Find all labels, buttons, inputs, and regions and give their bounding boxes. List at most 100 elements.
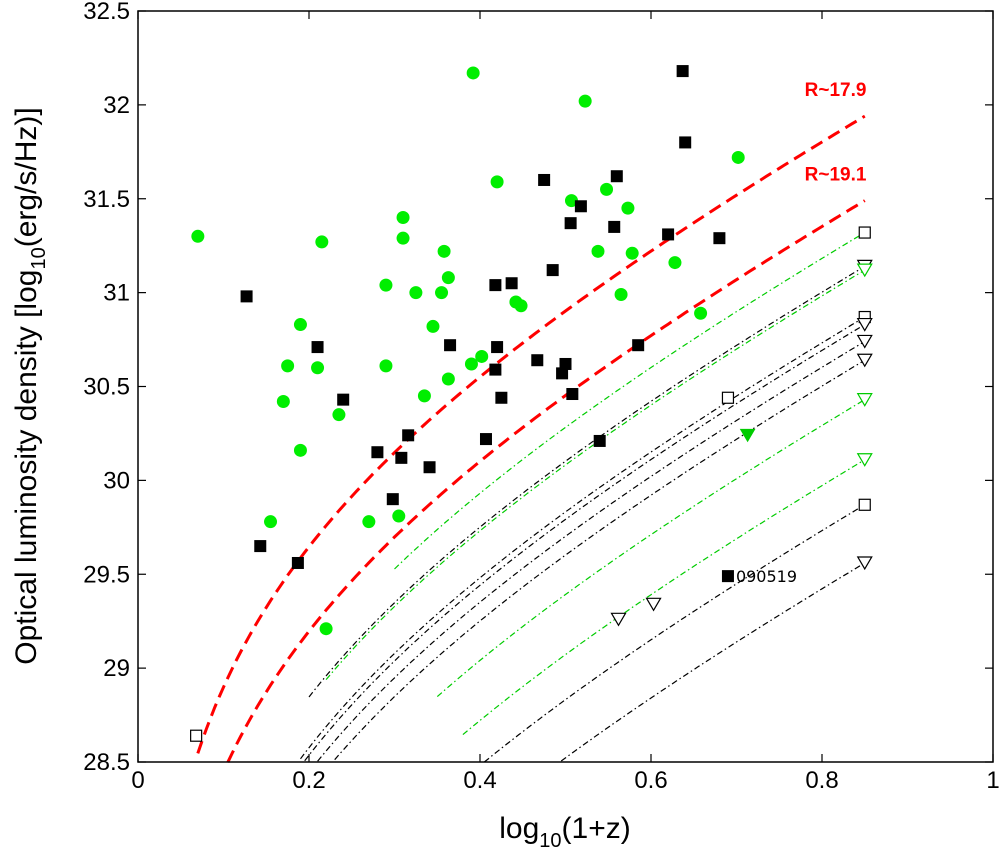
black-square-point <box>444 339 457 352</box>
black-square-point <box>402 429 415 442</box>
x-ticks: 0 0.2 0.4 0.6 0.8 1 <box>131 11 1000 794</box>
black-square-point <box>291 556 304 569</box>
green-point <box>311 361 325 375</box>
x-axis-label-pre: log <box>499 812 539 845</box>
black-square-point <box>371 446 384 459</box>
y-tick-label: 32 <box>103 92 130 119</box>
black-square-point <box>632 339 645 352</box>
black-square-point <box>489 363 502 376</box>
green-point <box>379 359 393 373</box>
limit-curve <box>300 316 866 760</box>
black-square-point <box>254 540 267 553</box>
green-point <box>694 306 708 320</box>
green-point <box>578 94 592 108</box>
black-square-point <box>531 354 544 367</box>
limit-end-square <box>858 226 871 239</box>
green-point <box>614 288 628 302</box>
open-square-point <box>721 391 735 404</box>
black-square-point <box>538 173 551 186</box>
green-point <box>276 395 290 409</box>
limit-end-triangle <box>856 556 873 571</box>
green-point <box>625 246 639 260</box>
limit-curve <box>334 359 866 761</box>
green-point <box>281 359 295 373</box>
open-triangle-point <box>610 612 627 627</box>
limit-curve <box>304 323 866 762</box>
black-square-point <box>556 367 569 380</box>
black-square-point <box>489 279 502 292</box>
green-point <box>315 235 329 249</box>
grb-090519-label: 090519 <box>736 567 797 586</box>
x-tick-label: 0.2 <box>292 767 325 794</box>
green-point <box>466 66 480 80</box>
red-curve-label: R~17.9 <box>805 80 867 101</box>
black-square-point <box>491 341 504 354</box>
y-tick-label: 30.5 <box>83 374 130 401</box>
y-tick-label: 28.5 <box>83 749 130 776</box>
plot-background <box>138 11 993 762</box>
y-tick-label: 31 <box>103 280 130 307</box>
green-point <box>591 244 605 258</box>
x-axis-label: log10(1+z) <box>499 812 630 852</box>
green-point <box>475 349 489 363</box>
limit-curve <box>436 399 866 698</box>
black-square-point <box>559 357 572 370</box>
limit-curve <box>308 265 866 698</box>
limit-end-triangle <box>856 317 873 332</box>
points-layer <box>190 65 873 742</box>
black-square-point <box>713 232 726 245</box>
y-axis-label-sub: 10 <box>28 247 50 269</box>
black-square-point <box>610 170 623 183</box>
green-point <box>379 278 393 292</box>
green-point <box>191 229 205 243</box>
y-tick-label: 32.5 <box>83 0 130 25</box>
green-point <box>417 389 431 403</box>
limit-end-triangle <box>856 353 873 368</box>
green-point <box>396 231 410 245</box>
y-tick-label: 30 <box>103 467 130 494</box>
limit-end-square <box>858 498 871 511</box>
green-point <box>621 201 635 215</box>
limit-curve <box>394 231 866 570</box>
black-square-point <box>566 388 579 401</box>
annotations-layer: R~17.9 R~19.1 090519 <box>736 80 867 586</box>
limit-end-triangle <box>856 453 873 467</box>
green-point <box>362 515 376 529</box>
y-tick-label: 31.5 <box>83 186 130 213</box>
limit-curve <box>462 459 866 736</box>
green-point <box>392 509 406 523</box>
green-point <box>441 271 455 285</box>
black-square-point <box>423 461 436 474</box>
x-tick-label: 0 <box>131 767 144 794</box>
y-axis-label-post: (erg/s/Hz)] <box>10 107 43 247</box>
limit-end-triangle <box>856 393 873 407</box>
black-square-point <box>593 434 606 447</box>
green-point <box>731 150 745 164</box>
green-point <box>435 286 449 300</box>
black-square-point <box>574 200 587 213</box>
y-tick-label: 29 <box>103 655 130 682</box>
green-point <box>409 286 423 300</box>
open-triangle-point <box>645 597 662 612</box>
black-square-point <box>311 341 324 354</box>
green-point <box>600 182 614 196</box>
green-point <box>514 299 528 313</box>
open-square-point <box>190 729 203 742</box>
y-axis-label-pre: Optical luminosity density [log <box>10 270 43 665</box>
black-square-point <box>662 228 675 241</box>
green-point <box>396 211 410 225</box>
black-square-point <box>240 290 253 303</box>
green-point <box>490 175 504 189</box>
green-point <box>293 318 307 332</box>
black-square-point <box>479 433 492 446</box>
red-limit-curve <box>196 114 866 754</box>
black-square-point <box>676 65 689 78</box>
green-point <box>264 515 278 529</box>
red-curve-label: R~19.1 <box>805 165 867 186</box>
x-tick-label: 0.6 <box>634 767 667 794</box>
green-point <box>332 408 346 422</box>
black-square-point <box>495 391 508 404</box>
limit-curve <box>317 340 866 762</box>
black-square-point <box>564 217 577 230</box>
